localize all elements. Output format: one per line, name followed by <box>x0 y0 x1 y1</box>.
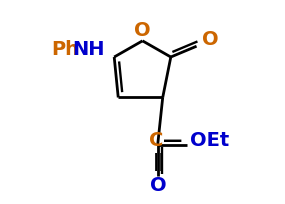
Text: NH: NH <box>73 40 105 59</box>
Text: O: O <box>134 21 151 40</box>
Text: O: O <box>202 30 219 49</box>
Text: O: O <box>150 175 167 194</box>
Text: OEt: OEt <box>190 131 229 150</box>
Text: —: — <box>163 131 182 150</box>
Text: C: C <box>149 131 164 150</box>
Text: ||: || <box>152 152 165 170</box>
Text: Ph: Ph <box>52 40 80 59</box>
